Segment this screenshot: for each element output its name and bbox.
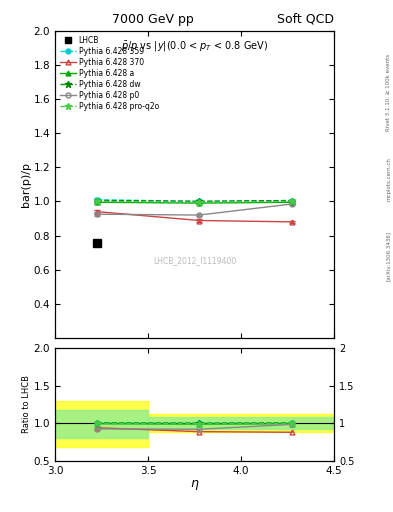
Text: 7000 GeV pp: 7000 GeV pp (112, 13, 194, 26)
Legend: LHCB, Pythia 6.428 359, Pythia 6.428 370, Pythia 6.428 a, Pythia 6.428 dw, Pythi: LHCB, Pythia 6.428 359, Pythia 6.428 370… (59, 34, 160, 112)
Text: $\bar{p}/p$ vs $|y|$(0.0 < $p_T$ < 0.8 GeV): $\bar{p}/p$ vs $|y|$(0.0 < $p_T$ < 0.8 G… (121, 40, 268, 54)
Text: Soft QCD: Soft QCD (277, 13, 334, 26)
Text: Rivet 3.1.10, ≥ 100k events: Rivet 3.1.10, ≥ 100k events (386, 54, 391, 131)
Text: LHCB_2012_I1119400: LHCB_2012_I1119400 (153, 257, 236, 266)
Y-axis label: bar(p)/p: bar(p)/p (21, 162, 31, 207)
Text: mcplots.cern.ch: mcplots.cern.ch (386, 157, 391, 201)
X-axis label: $\eta$: $\eta$ (190, 478, 199, 493)
Text: [arXiv:1306.3436]: [arXiv:1306.3436] (386, 231, 391, 281)
Y-axis label: Ratio to LHCB: Ratio to LHCB (22, 375, 31, 434)
